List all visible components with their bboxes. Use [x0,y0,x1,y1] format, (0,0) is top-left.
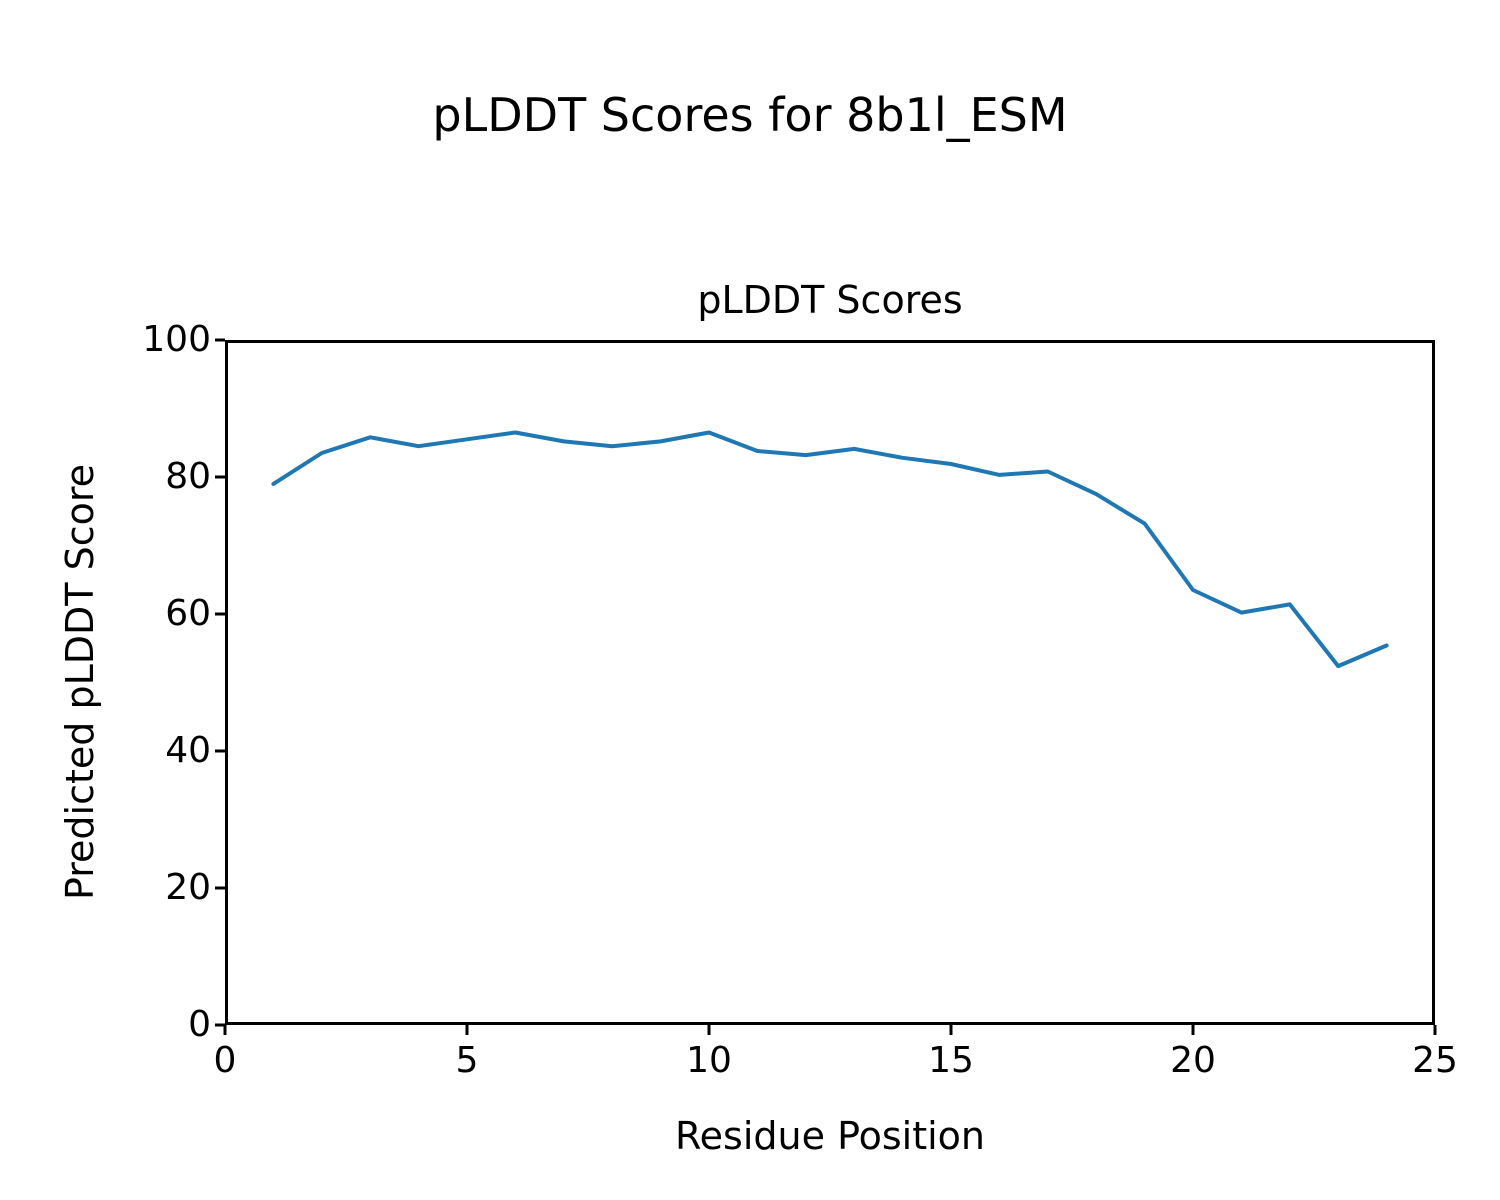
plot-area [215,338,1437,1035]
y-tick-label: 40 [165,730,211,771]
x-axis-label: Residue Position [674,1114,986,1158]
x-tick-label: 20 [1170,1040,1216,1081]
figure-suptitle: pLDDT Scores for 8b1l_ESM [432,88,1068,142]
x-tick-label: 15 [928,1040,974,1081]
y-tick-label: 20 [165,867,211,908]
x-tick-label: 25 [1412,1040,1458,1081]
y-tick-label: 60 [165,593,211,634]
x-tick-label: 5 [455,1040,479,1081]
plddt-line-series [271,430,1389,669]
y-tick-label: 100 [142,319,211,360]
axes-title: pLDDT Scores [697,278,963,322]
x-tick-label: 0 [213,1040,237,1081]
y-axis-label: Predicted pLDDT Score [58,464,102,900]
line-chart-svg [215,338,1437,1035]
y-tick-label: 80 [165,456,211,497]
x-tick-label: 10 [686,1040,732,1081]
y-tick-label: 0 [188,1004,211,1045]
axes-frame [225,340,1435,1025]
